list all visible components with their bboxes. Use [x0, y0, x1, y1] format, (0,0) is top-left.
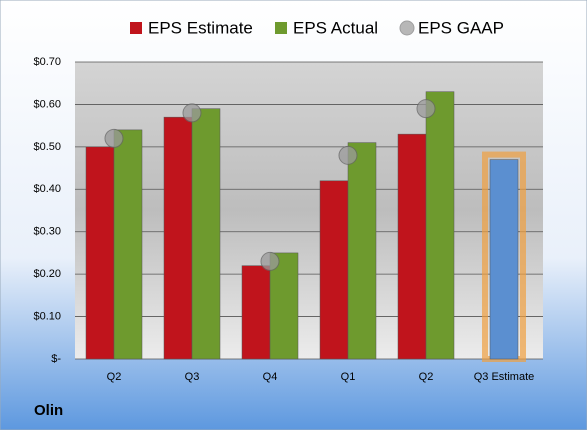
legend-marker — [130, 22, 142, 34]
x-tick-label: Q2 — [107, 371, 122, 383]
y-tick-label: $0.10 — [33, 310, 61, 322]
bar — [241, 265, 271, 360]
chart-title: Olin — [34, 402, 63, 419]
bar — [113, 129, 143, 360]
y-tick-label: $0.60 — [33, 98, 61, 110]
legend-label: EPS Estimate — [148, 18, 253, 37]
y-tick-label: $0.40 — [33, 183, 61, 195]
y-tick-label: $0.30 — [33, 226, 61, 238]
bar — [269, 252, 299, 360]
gaap-marker — [260, 251, 280, 271]
x-tick-label: Q3 — [185, 371, 200, 383]
bar — [489, 159, 519, 360]
legend-marker — [399, 20, 415, 36]
gaap-marker — [338, 145, 358, 165]
bar — [319, 180, 349, 360]
x-tick-label: Q4 — [263, 371, 278, 383]
x-tick-label: Q3 Estimate — [474, 371, 535, 383]
bar — [397, 133, 427, 360]
legend-label: EPS Actual — [293, 18, 378, 37]
y-tick-label: $0.50 — [33, 141, 61, 153]
y-tick-label: $0.20 — [33, 268, 61, 280]
gaap-marker — [104, 128, 124, 148]
gaap-marker — [416, 99, 436, 119]
x-tick-label: Q1 — [341, 371, 356, 383]
y-tick-label: $0.70 — [33, 56, 61, 68]
bar — [425, 91, 455, 360]
plot-area — [75, 62, 543, 359]
gaap-marker — [182, 103, 202, 123]
bar — [85, 146, 115, 360]
bar — [191, 108, 221, 360]
legend-marker — [275, 22, 287, 34]
legend-label: EPS GAAP — [418, 18, 504, 37]
bar — [163, 116, 193, 360]
y-tick-label: $- — [51, 353, 61, 365]
x-tick-label: Q2 — [419, 371, 434, 383]
bar — [347, 142, 377, 360]
